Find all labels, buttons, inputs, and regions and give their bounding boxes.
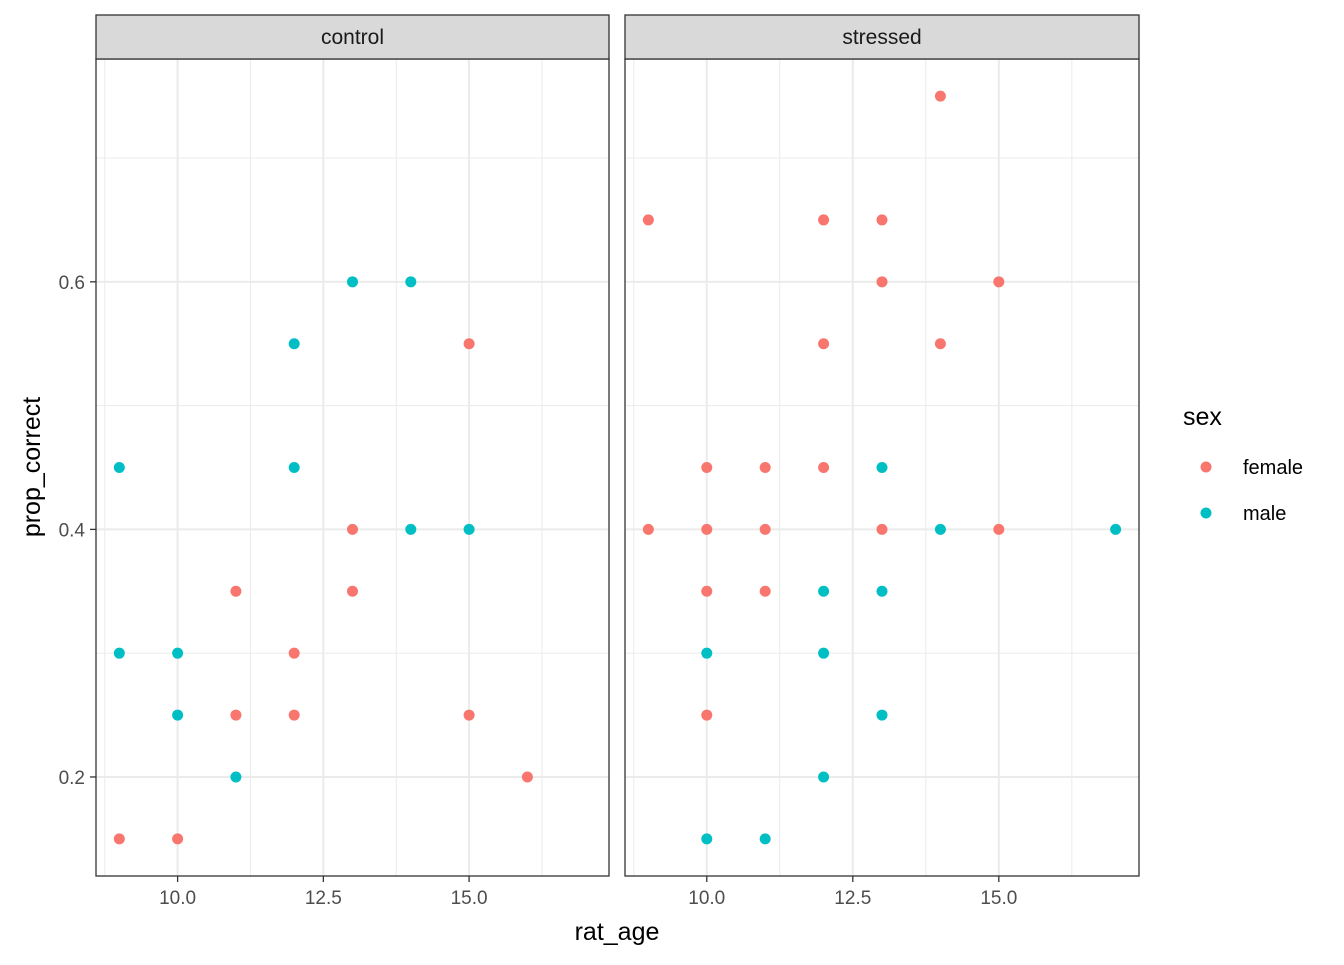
legend-key-male: [1200, 507, 1212, 519]
data-point-female: [701, 709, 713, 721]
x-axis: 10.0 12.5 15.0 10.0 12.5 15.0: [159, 876, 1017, 909]
legend-label-male: male: [1243, 503, 1286, 525]
data-point-male: [876, 709, 888, 721]
y-axis: 0.2 0.4 0.6: [59, 273, 96, 789]
data-point-female: [463, 709, 475, 721]
data-point-female: [759, 523, 771, 535]
data-point-male: [288, 338, 300, 350]
x-tick-label: 12.5: [305, 888, 342, 909]
data-point-female: [934, 90, 946, 102]
data-point-male: [701, 647, 713, 659]
data-point-male: [172, 709, 184, 721]
y-tick-label: 0.2: [59, 768, 85, 789]
data-point-male: [288, 462, 300, 473]
facet-strip-label: control: [321, 26, 384, 49]
data-point-male: [876, 462, 888, 473]
data-point-female: [759, 462, 771, 473]
data-point-female: [876, 523, 888, 535]
data-point-male: [463, 523, 475, 535]
data-point-female: [876, 214, 888, 226]
facet-strip: [624, 14, 1140, 60]
x-tick-label: 12.5: [834, 888, 871, 909]
data-point-female: [288, 709, 300, 721]
data-point-female: [818, 462, 830, 473]
data-point-male: [818, 771, 830, 783]
panel-background: [96, 59, 609, 876]
facet-panel-control: control: [95, 14, 610, 877]
legend-title: sex: [1183, 403, 1222, 431]
facet-panel-stressed: stressed: [624, 14, 1140, 877]
legend-key-female: [1200, 461, 1212, 473]
data-point-female: [521, 771, 533, 783]
data-point-female: [230, 585, 242, 597]
data-point-male: [113, 647, 125, 659]
legend: sex female male: [1183, 403, 1303, 525]
data-point-male: [347, 276, 358, 288]
x-tick-label: 15.0: [980, 888, 1017, 909]
data-point-male: [172, 647, 184, 659]
data-point-female: [701, 462, 713, 473]
data-point-female: [642, 523, 654, 535]
data-point-male: [818, 585, 830, 597]
data-point-female: [172, 833, 184, 845]
data-point-male: [405, 523, 417, 535]
data-point-male: [1110, 523, 1122, 535]
data-point-female: [463, 338, 475, 350]
x-tick-label: 10.0: [688, 888, 725, 909]
facets-layer: control stressed: [95, 14, 1140, 877]
data-point-female: [701, 585, 713, 597]
data-point-female: [993, 523, 1005, 535]
data-point-male: [405, 276, 417, 288]
data-point-male: [934, 523, 946, 535]
data-point-female: [934, 338, 946, 350]
data-point-male: [818, 647, 830, 659]
data-point-female: [230, 709, 242, 721]
facet-strip: [95, 14, 610, 60]
y-axis-title: prop_correct: [18, 397, 46, 537]
data-point-female: [347, 585, 358, 597]
data-point-male: [759, 833, 771, 845]
data-point-female: [288, 647, 300, 659]
data-point-male: [876, 585, 888, 597]
facet-strip-label: stressed: [842, 26, 921, 49]
y-tick-label: 0.6: [59, 273, 85, 294]
data-point-female: [701, 523, 713, 535]
data-point-female: [876, 276, 888, 288]
data-point-female: [347, 523, 358, 535]
x-tick-label: 10.0: [159, 888, 196, 909]
data-point-male: [230, 771, 242, 783]
data-point-female: [759, 585, 771, 597]
data-point-female: [113, 833, 125, 845]
x-axis-title: rat_age: [575, 918, 660, 946]
data-point-male: [113, 462, 125, 473]
x-tick-label: 15.0: [451, 888, 488, 909]
data-point-male: [701, 833, 713, 845]
data-point-female: [993, 276, 1005, 288]
data-point-female: [818, 338, 830, 350]
data-point-female: [818, 214, 830, 226]
y-tick-label: 0.4: [59, 520, 86, 541]
data-point-female: [642, 214, 654, 226]
legend-label-female: female: [1243, 457, 1303, 479]
